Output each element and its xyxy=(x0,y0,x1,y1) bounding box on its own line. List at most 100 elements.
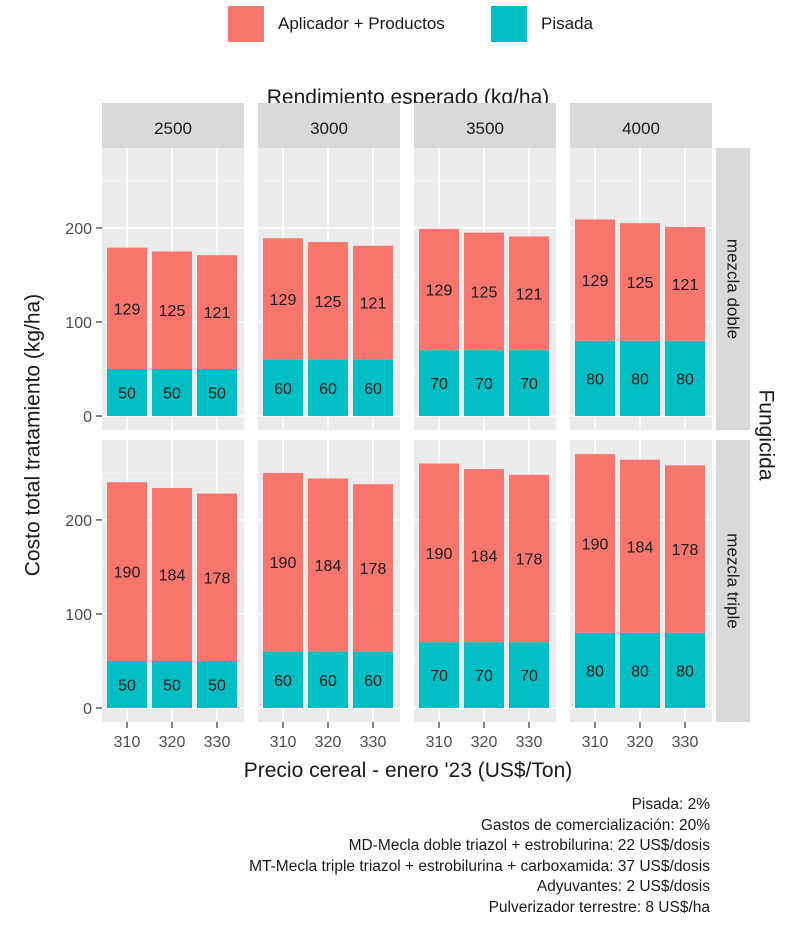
bar-aplicador xyxy=(152,487,192,661)
y-tick-label: 100 xyxy=(65,607,92,624)
data-label-pisada: 60 xyxy=(319,673,337,690)
data-label-pisada: 60 xyxy=(274,381,292,398)
data-label-pisada: 70 xyxy=(520,376,538,393)
data-label-pisada: 60 xyxy=(319,381,337,398)
data-label-aplicador: 190 xyxy=(426,546,453,563)
x-tick-label: 320 xyxy=(627,734,654,751)
bar-aplicador xyxy=(152,251,192,369)
data-label-pisada: 80 xyxy=(586,371,604,388)
data-label-pisada: 80 xyxy=(676,663,694,680)
data-label-pisada: 80 xyxy=(676,371,694,388)
x-tick-label: 320 xyxy=(315,734,342,751)
legend-item-pisada: Pisada xyxy=(491,6,593,42)
data-label-aplicador: 184 xyxy=(159,567,186,584)
bar-aplicador xyxy=(419,228,459,351)
data-label-aplicador: 129 xyxy=(426,283,453,300)
data-label-aplicador: 190 xyxy=(114,565,141,582)
data-label-pisada: 60 xyxy=(274,673,292,690)
bar-pisada xyxy=(197,368,237,416)
bar-pisada xyxy=(107,660,147,708)
data-label-aplicador: 125 xyxy=(159,303,186,320)
bar-pisada xyxy=(308,359,348,416)
facet-strip-2500 xyxy=(102,103,244,148)
x-tick-label: 320 xyxy=(471,734,498,751)
data-label-aplicador: 178 xyxy=(672,542,699,559)
bar-aplicador xyxy=(575,454,615,633)
x-tick-label: 310 xyxy=(426,734,453,751)
legend-swatch-pisada xyxy=(491,6,527,42)
data-label-pisada: 60 xyxy=(364,381,382,398)
data-label-aplicador: 184 xyxy=(471,549,498,566)
bar-aplicador xyxy=(263,472,303,652)
data-label-pisada: 50 xyxy=(118,677,136,694)
data-label-aplicador: 184 xyxy=(627,539,654,556)
legend: Aplicador + Productos Pisada xyxy=(0,6,800,42)
note-line: Adyuvantes: 2 US$/dosis xyxy=(536,878,710,896)
y-tick-label: 200 xyxy=(65,513,92,530)
bar-pisada xyxy=(665,632,705,708)
bar-aplicador xyxy=(197,255,237,369)
bar-aplicador xyxy=(308,478,348,652)
bar-pisada xyxy=(575,632,615,708)
data-label-pisada: 80 xyxy=(586,663,604,680)
bar-pisada xyxy=(353,359,393,416)
data-label-aplicador: 121 xyxy=(672,277,699,294)
bar-aplicador xyxy=(353,484,393,652)
legend-label-aplicador: Aplicador + Productos xyxy=(278,14,445,33)
data-label-pisada: 60 xyxy=(364,673,382,690)
data-label-aplicador: 129 xyxy=(582,273,609,290)
bar-aplicador xyxy=(509,474,549,643)
facet-row-strip xyxy=(716,148,750,430)
y-tick-label: 0 xyxy=(83,409,92,426)
note-line: Pulverizador terrestre: 8 US$/ha xyxy=(488,898,710,916)
facet-strip-4000 xyxy=(570,103,712,148)
data-label-aplicador: 129 xyxy=(270,292,297,309)
data-label-pisada: 50 xyxy=(208,385,226,402)
faceted-stacked-bar-chart: Rendimiento esperado (kg/ha)2500 3000 3500… xyxy=(22,86,778,782)
facet-strip-label: 2500 xyxy=(154,119,192,138)
data-label-pisada: 70 xyxy=(475,668,493,685)
legend-label-pisada: Pisada xyxy=(541,14,593,33)
bar-pisada xyxy=(263,651,303,708)
bar-pisada xyxy=(464,642,504,708)
bar-pisada xyxy=(152,660,192,708)
note-line: Pisada: 2% xyxy=(631,796,710,813)
data-label-pisada: 50 xyxy=(163,385,181,402)
data-label-aplicador: 178 xyxy=(516,551,543,568)
legend-item-aplicador: Aplicador + Productos xyxy=(228,6,445,42)
bar-pisada xyxy=(308,651,348,708)
bar-aplicador xyxy=(665,465,705,633)
bar-aplicador xyxy=(464,469,504,643)
x-tick-label: 330 xyxy=(516,734,543,751)
bar-pisada xyxy=(509,350,549,416)
bar-pisada xyxy=(263,359,303,416)
bar-pisada xyxy=(197,660,237,708)
bar-pisada xyxy=(152,368,192,416)
facet-strip-label: 3500 xyxy=(466,119,504,138)
bar-aplicador xyxy=(665,226,705,341)
bar-aplicador xyxy=(197,493,237,661)
data-label-aplicador: 125 xyxy=(471,284,498,301)
facet-strip-label: 3000 xyxy=(310,119,348,138)
note-line: MT-Mecla triple triazol + estrobilurina … xyxy=(249,857,710,875)
data-label-aplicador: 121 xyxy=(204,305,231,322)
data-label-pisada: 80 xyxy=(631,371,649,388)
data-label-aplicador: 121 xyxy=(360,296,387,313)
bar-aplicador xyxy=(353,245,393,360)
data-label-aplicador: 121 xyxy=(516,286,543,303)
facet-strip-label: 4000 xyxy=(622,119,660,138)
bar-pisada xyxy=(620,340,660,416)
bar-pisada xyxy=(620,632,660,708)
bar-pisada xyxy=(107,368,147,416)
facet-row-label: mezcla doble xyxy=(724,239,743,339)
facet-row-title: Fungicida xyxy=(755,389,778,480)
bar-aplicador xyxy=(419,463,459,643)
bar-aplicador xyxy=(107,482,147,661)
bar-aplicador xyxy=(263,238,303,360)
x-tick-label: 330 xyxy=(204,734,231,751)
y-axis-title: Costo total tratamiento (kg/ha) xyxy=(22,294,45,576)
bar-aplicador xyxy=(620,459,660,633)
data-label-aplicador: 190 xyxy=(582,536,609,553)
facet-row-label: mezcla triple xyxy=(724,533,743,628)
data-label-aplicador: 129 xyxy=(114,301,141,318)
